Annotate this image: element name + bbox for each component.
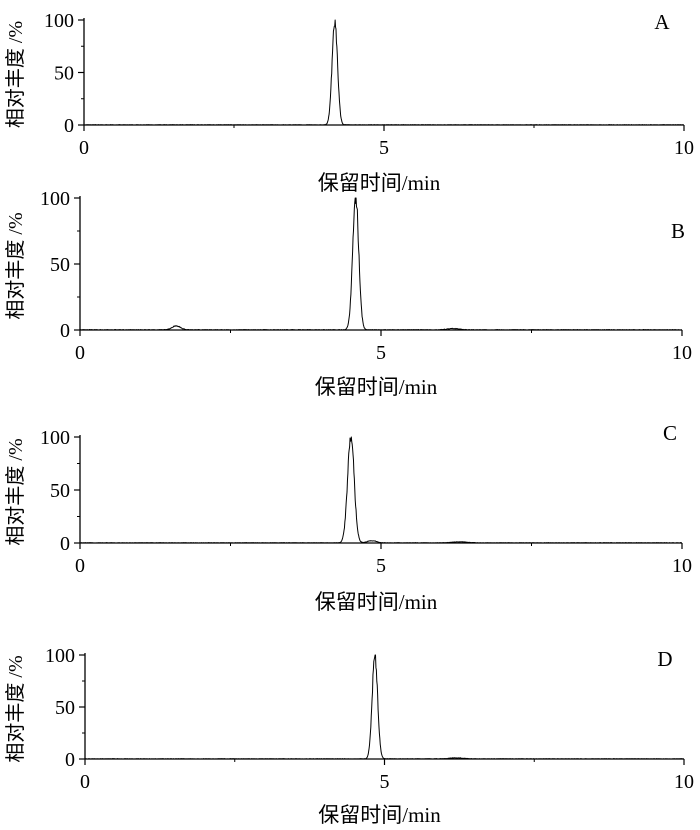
y-tick-label: 100: [45, 645, 75, 667]
y-tick-label: 0: [60, 320, 70, 342]
x-tick-label: 10: [674, 137, 694, 159]
chromatogram-line: [83, 19, 685, 126]
x-tick-label: 0: [79, 137, 89, 159]
panel-label: D: [657, 647, 672, 671]
panel-label: C: [663, 421, 677, 445]
chart-panel-a: 0 50 100 0 5 10 保留时间/min 相对丰度 /% A: [4, 10, 694, 195]
y-axis-title: 相对丰度 /%: [4, 21, 27, 128]
y-tick-label: 50: [54, 63, 74, 85]
x-tick-label: 5: [379, 137, 389, 159]
chromatogram-line: [84, 654, 685, 760]
y-axis-title: 相对丰度 /%: [4, 212, 27, 319]
chromatogram-line: [79, 436, 683, 544]
x-axis-title: 保留时间/min: [318, 171, 441, 195]
x-tick-label: 5: [380, 771, 390, 793]
y-axis-title: 相对丰度 /%: [4, 438, 27, 545]
y-tick-label: 100: [44, 10, 74, 32]
y-tick-label: 100: [40, 427, 70, 449]
chromatogram-line: [79, 197, 683, 331]
panel-label: A: [654, 10, 670, 34]
y-tick-label: 0: [60, 533, 70, 555]
x-axis-title: 保留时间/min: [318, 803, 441, 827]
x-axis-title: 保留时间/min: [315, 375, 438, 399]
panel-label: B: [671, 219, 685, 243]
x-tick-label: 5: [376, 342, 386, 364]
x-tick-label: 10: [672, 555, 692, 577]
x-tick-label: 10: [672, 342, 692, 364]
x-tick-label: 0: [75, 555, 85, 577]
chart-panel-c: 0 50 100 0 5 10 保留时间/min 相对丰度 /% C: [4, 421, 692, 614]
y-tick-label: 100: [40, 188, 70, 210]
x-tick-label: 0: [80, 771, 90, 793]
y-tick-label: 0: [65, 749, 75, 771]
y-axis-title: 相对丰度 /%: [4, 655, 27, 762]
y-tick-label: 50: [50, 480, 70, 502]
x-tick-label: 0: [75, 342, 85, 364]
y-tick-label: 50: [50, 254, 70, 276]
x-tick-label: 10: [674, 771, 694, 793]
x-tick-label: 5: [376, 555, 386, 577]
chart-panel-d: 0 50 100 0 5 10 保留时间/min 相对丰度 /% D: [4, 645, 694, 827]
chart-panel-b: 0 50 100 0 5 10 保留时间/min 相对丰度 /% B: [4, 188, 692, 399]
y-tick-label: 50: [55, 697, 75, 719]
y-tick-label: 0: [64, 115, 74, 137]
x-axis-title: 保留时间/min: [315, 590, 438, 614]
